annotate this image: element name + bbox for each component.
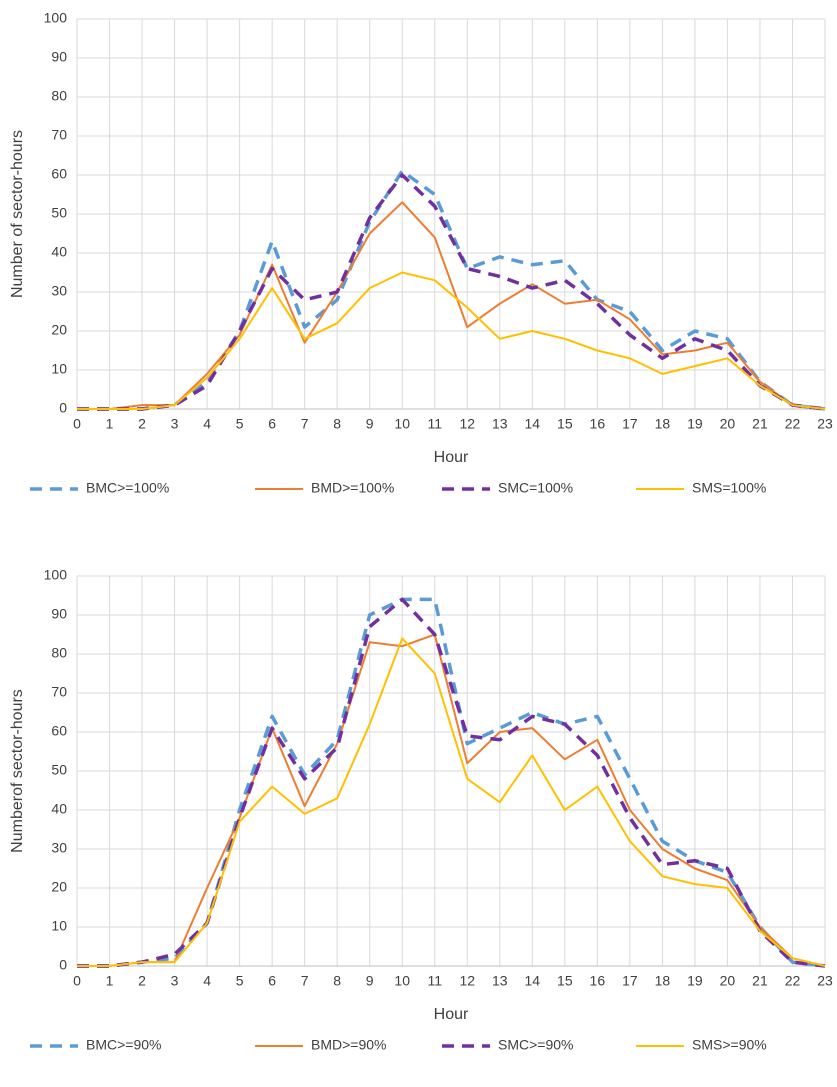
x-tick-label: 19 — [687, 416, 703, 432]
x-tick-label: 21 — [752, 973, 768, 989]
x-tick-label: 6 — [268, 416, 276, 432]
series-line — [77, 633, 826, 967]
x-tick-label: 5 — [236, 416, 244, 432]
legend-label: SMS>=90% — [692, 1037, 767, 1053]
x-tick-label: 7 — [301, 973, 309, 989]
y-tick-label: 40 — [51, 244, 67, 260]
x-tick-label: 17 — [622, 416, 638, 432]
x-tick-label: 10 — [394, 973, 410, 989]
y-tick-label: 60 — [51, 166, 67, 182]
x-tick-label: 19 — [687, 973, 703, 989]
x-tick-label: 23 — [817, 416, 833, 432]
x-tick-label: 9 — [366, 416, 374, 432]
y-tick-label: 70 — [51, 684, 67, 700]
y-tick-label: 0 — [59, 957, 67, 973]
x-tick-label: 2 — [138, 416, 146, 432]
x-tick-label: 6 — [268, 973, 276, 989]
series-line — [77, 597, 826, 968]
x-tick-label: 1 — [106, 973, 114, 989]
x-tick-label: 7 — [301, 416, 309, 432]
x-tick-label: 22 — [785, 416, 801, 432]
x-tick-label: 9 — [366, 973, 374, 989]
x-tick-label: 17 — [622, 973, 638, 989]
x-tick-label: 0 — [73, 416, 81, 432]
legend-label: BMD>=90% — [311, 1037, 386, 1053]
y-tick-label: 90 — [51, 49, 67, 65]
x-tick-label: 11 — [427, 416, 442, 432]
x-tick-label: 0 — [73, 973, 81, 989]
x-tick-label: 20 — [720, 973, 736, 989]
y-tick-label: 80 — [51, 88, 67, 104]
x-tick-label: 10 — [394, 416, 410, 432]
y-tick-label: 100 — [44, 10, 68, 26]
y-tick-label: 20 — [51, 879, 67, 895]
x-tick-label: 4 — [203, 973, 211, 989]
legend-label: SMC>=90% — [498, 1037, 573, 1053]
series-line — [77, 201, 826, 410]
x-tick-label: 16 — [590, 416, 606, 432]
x-tick-label: 15 — [557, 416, 573, 432]
y-tick-label: 100 — [44, 567, 68, 583]
legend-label: BMC>=100% — [86, 480, 169, 496]
y-tick-label: 80 — [51, 645, 67, 661]
y-tick-label: 30 — [51, 283, 67, 299]
x-tick-label: 13 — [492, 973, 508, 989]
y-tick-label: 70 — [51, 127, 67, 143]
x-tick-label: 3 — [171, 973, 179, 989]
y-tick-label: 30 — [51, 840, 67, 856]
legend-label: BMC>=90% — [86, 1037, 161, 1053]
x-tick-label: 1 — [106, 416, 114, 432]
x-tick-label: 12 — [459, 416, 475, 432]
y-tick-label: 60 — [51, 723, 67, 739]
x-tick-label: 13 — [492, 416, 508, 432]
legend-label: SMS=100% — [692, 480, 766, 496]
y-tick-label: 40 — [51, 801, 67, 817]
x-tick-label: 12 — [459, 973, 475, 989]
x-tick-label: 15 — [557, 973, 573, 989]
x-tick-label: 21 — [752, 416, 768, 432]
x-tick-label: 8 — [333, 416, 341, 432]
y-tick-label: 90 — [51, 606, 67, 622]
y-axis-label: Number of sector-hours — [9, 130, 26, 298]
series-line — [77, 597, 826, 968]
legend-label: SMC=100% — [498, 480, 573, 496]
x-tick-label: 3 — [171, 416, 179, 432]
x-axis-label: Hour — [434, 449, 469, 466]
x-tick-label: 18 — [655, 973, 671, 989]
y-tick-label: 50 — [51, 762, 67, 778]
x-tick-label: 5 — [236, 973, 244, 989]
x-tick-label: 2 — [138, 973, 146, 989]
y-tick-label: 10 — [51, 361, 67, 377]
x-tick-label: 16 — [590, 973, 606, 989]
x-tick-label: 18 — [655, 416, 671, 432]
x-tick-label: 22 — [785, 973, 801, 989]
x-tick-label: 20 — [720, 416, 736, 432]
x-tick-label: 23 — [817, 973, 833, 989]
x-tick-label: 4 — [203, 416, 211, 432]
x-tick-label: 8 — [333, 973, 341, 989]
series-line — [77, 169, 826, 411]
x-tick-label: 14 — [525, 416, 541, 432]
series-line — [77, 173, 826, 411]
legend-label: BMD>=100% — [311, 480, 394, 496]
series-line — [77, 637, 826, 967]
y-tick-label: 10 — [51, 918, 67, 934]
x-axis-label: Hour — [434, 1006, 469, 1023]
y-tick-label: 20 — [51, 322, 67, 338]
series-line — [77, 271, 826, 410]
y-tick-label: 50 — [51, 205, 67, 221]
y-tick-label: 0 — [59, 400, 67, 416]
y-axis-label: Numberof sector-hours — [9, 689, 26, 853]
x-tick-label: 11 — [427, 973, 442, 989]
x-tick-label: 14 — [525, 973, 541, 989]
